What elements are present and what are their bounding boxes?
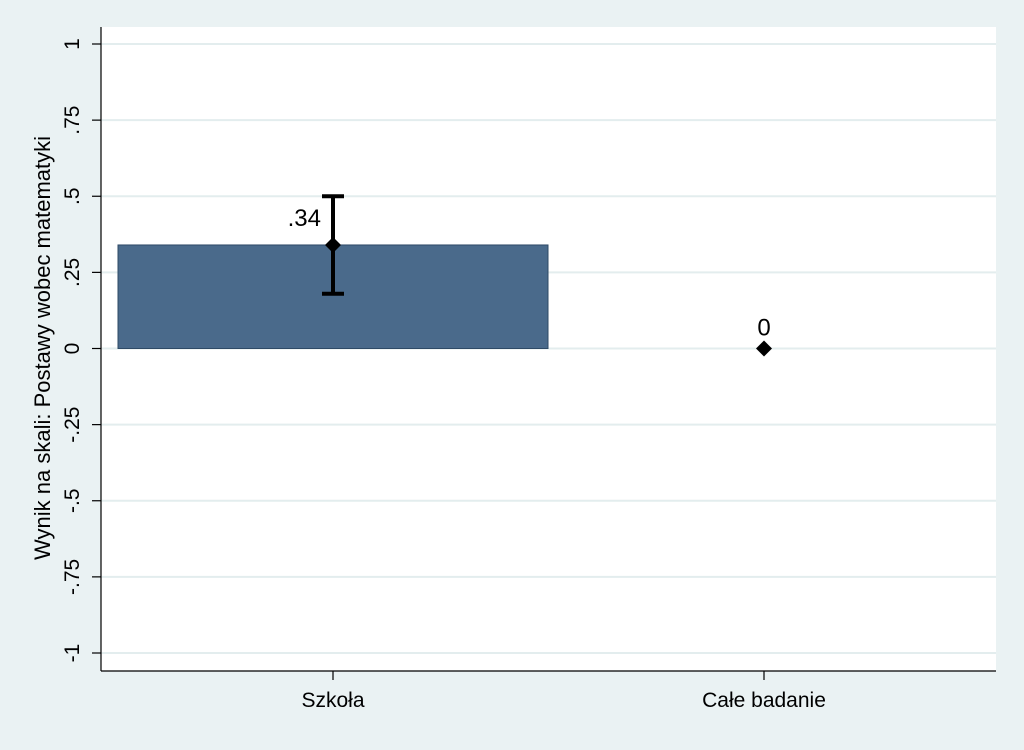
y-axis-label: Wynik na skali: Postawy wobec matematyki [30, 136, 55, 560]
y-tick-label-4: 0 [61, 343, 84, 355]
x-axis-ticks: Szkoła Całe badanie [301, 671, 826, 712]
x-tick-label-1: Całe badanie [702, 689, 826, 712]
y-axis-ticks: 1 .75 .5 .25 0 -.25 -.5 -.75 -1 [61, 38, 101, 662]
marker-0 [325, 236, 341, 253]
y-tick-label-3: .25 [61, 258, 84, 287]
value-labels: .34 0 [288, 205, 771, 342]
markers [325, 236, 772, 357]
y-tick-label-5: -.25 [61, 407, 84, 443]
y-tick-label-7: -.75 [61, 559, 84, 595]
y-tick-label-2: .5 [61, 187, 84, 205]
value-label-1: 0 [757, 315, 770, 342]
y-tick-label-1: .75 [61, 106, 84, 135]
value-label-0: .34 [288, 205, 321, 232]
y-tick-label-6: -.5 [61, 488, 84, 513]
marker-1 [756, 340, 772, 357]
y-tick-label-8: -1 [61, 644, 84, 663]
x-tick-label-0: Szkoła [301, 689, 364, 712]
y-tick-label-0: 1 [61, 38, 84, 50]
